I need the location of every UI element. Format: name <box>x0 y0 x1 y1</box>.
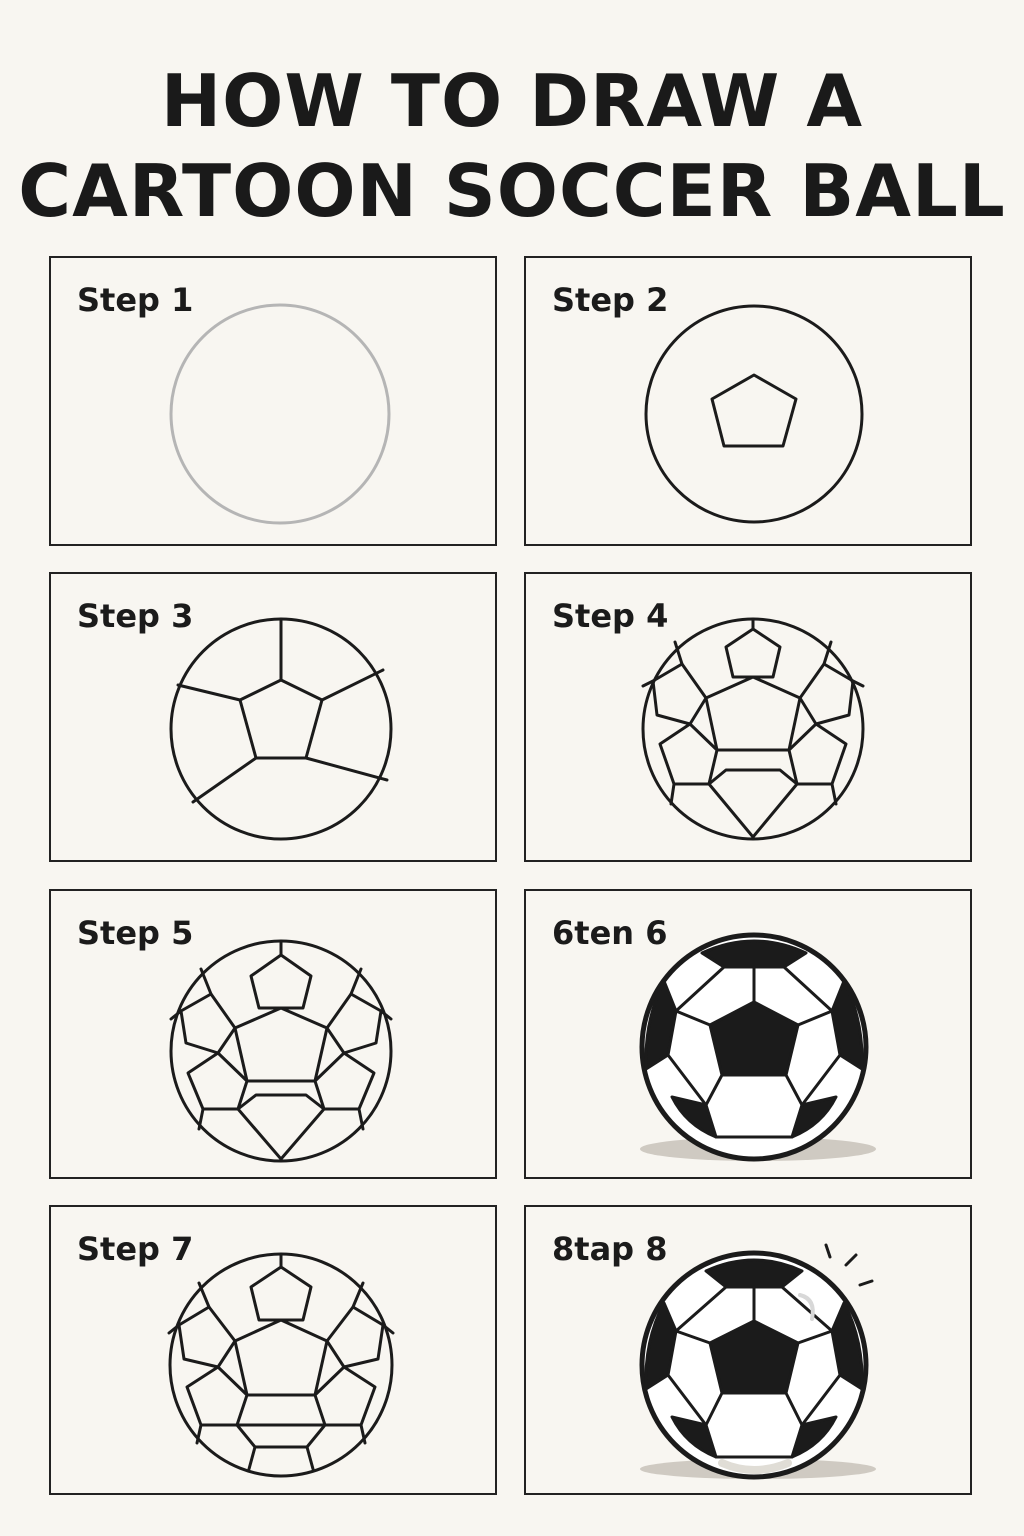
step-label: Step 4 <box>552 597 669 635</box>
step-panel-5: Step 5 <box>49 889 497 1179</box>
step-panel-2: Step 2 <box>524 256 972 546</box>
title-line-1: HOW TO DRAW A <box>160 59 864 143</box>
step-label: 6ten 6 <box>552 914 668 952</box>
seam-lines <box>666 1285 842 1459</box>
hexagon-pattern <box>167 1253 395 1471</box>
step-1-drawing <box>169 303 391 525</box>
hexagon-pattern <box>169 939 393 1161</box>
ball-outline <box>644 304 864 524</box>
step-label: Step 3 <box>77 597 194 635</box>
black-patches <box>644 1258 864 1459</box>
step-4-drawing <box>641 617 865 841</box>
step-label: Step 7 <box>77 1230 194 1268</box>
ball-outline <box>641 617 865 841</box>
step-panel-1: Step 1 <box>49 256 497 546</box>
bottom-shading <box>718 1459 792 1474</box>
motion-lines <box>824 1243 874 1287</box>
seam-lines <box>176 617 389 804</box>
step-label: Step 1 <box>77 281 194 319</box>
title-line-2: CARTOON SOCCER BALL <box>18 149 1006 233</box>
step-label: 8tap 8 <box>552 1230 668 1268</box>
step-5-drawing <box>169 939 393 1163</box>
step-label: Step 5 <box>77 914 194 952</box>
highlight-shine <box>798 1293 815 1321</box>
step-label: Step 2 <box>552 281 669 319</box>
hexagon-pattern <box>641 617 865 839</box>
step-panel-4: Step 4 <box>524 572 972 862</box>
center-pentagon <box>710 373 798 448</box>
step-8-drawing <box>639 1243 876 1480</box>
step-2-drawing <box>644 304 864 524</box>
step-7-drawing <box>167 1252 395 1478</box>
step-3-drawing <box>169 617 393 841</box>
step-panel-7: Step 7 <box>49 1205 497 1495</box>
step-6-drawing <box>639 932 876 1162</box>
step-panel-6: 6ten 6 <box>524 889 972 1179</box>
seam-lines <box>666 965 842 1139</box>
step-panel-8: 8tap 8 <box>524 1205 972 1495</box>
page-title: HOW TO DRAW A CARTOON SOCCER BALL <box>0 56 1024 236</box>
center-pentagon <box>238 678 324 760</box>
guide-circle <box>169 303 391 525</box>
step-panel-3: Step 3 <box>49 572 497 862</box>
